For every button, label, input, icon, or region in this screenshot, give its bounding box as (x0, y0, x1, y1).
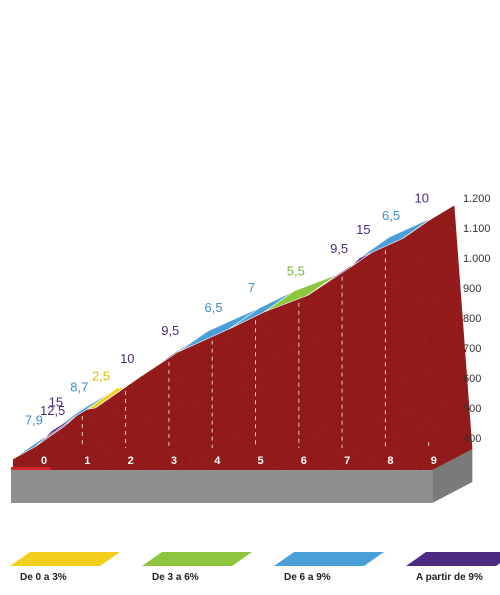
gradient-label: 12,5 (40, 403, 65, 418)
legend: De 0 a 3% De 3 a 6% De 6 a 9% A partir de 9… (0, 548, 500, 595)
legend-item: De 6 a 9% (274, 548, 404, 588)
gradient-label: 10 (120, 351, 134, 366)
distance-markers (81, 250, 430, 448)
legend-item: De 3 a 6% (142, 548, 272, 588)
gradient-label: 6,5 (205, 300, 223, 315)
gradient-label: 10 (415, 191, 429, 206)
elevation-tick: 800 (463, 313, 481, 325)
elevation-tick: 1.200 (463, 193, 491, 205)
distance-tick: 3 (171, 455, 177, 467)
elevation-tick: 400 (463, 433, 481, 445)
legend-swatch (274, 552, 384, 566)
distance-tick: 1 (84, 455, 90, 467)
distance-tick: 9 (431, 455, 437, 467)
distance-tick: 6 (301, 455, 307, 467)
legend-label: De 6 a 9% (284, 572, 331, 583)
elevation-tick: 700 (463, 343, 481, 355)
base-side (432, 449, 473, 503)
gradient-label: 15 (356, 222, 370, 237)
legend-item: De 0 a 3% (10, 548, 140, 588)
elevation-tick: 600 (463, 373, 481, 385)
gradient-label: 7,9 (25, 413, 43, 428)
base-front (11, 470, 433, 503)
gradient-label: 7 (248, 280, 255, 295)
legend-swatch (10, 552, 120, 566)
base-left-block (11, 467, 51, 470)
legend-label: A partir de 9% (416, 572, 483, 583)
gradient-strips (12, 202, 455, 460)
gradient-label: 5,5 (287, 263, 305, 278)
distance-tick: 4 (214, 455, 221, 467)
elevation-tick: 900 (463, 283, 481, 295)
elevation-tick: 1.000 (463, 253, 491, 265)
profile-area (11, 205, 473, 470)
gradient-strip (402, 202, 455, 239)
gradient-label: 6,5 (382, 208, 400, 223)
gradient-label: 2,5 (92, 368, 110, 383)
elevation-tick: 500 (463, 403, 481, 415)
gradient-label: 9,5 (161, 323, 179, 338)
elevation-tick: 1.100 (463, 223, 491, 235)
legend-label: De 3 a 6% (152, 572, 199, 583)
legend-swatch (406, 552, 500, 566)
legend-item: A partir de 9% (406, 548, 500, 588)
distance-tick: 5 (258, 455, 264, 467)
distance-tick: 2 (128, 455, 134, 467)
distance-tick: 7 (344, 455, 350, 467)
distance-tick: 8 (387, 455, 393, 467)
elevation-axis: 400 500 600 700 800 900 1.000 1.100 1.200 (463, 193, 491, 445)
gradient-label: 15 (49, 395, 63, 410)
legend-swatch (142, 552, 252, 566)
profile-fill (13, 205, 473, 470)
gradient-label: 8,7 (70, 380, 88, 395)
distance-axis: 0 1 2 3 4 5 6 7 8 9 (41, 455, 437, 467)
gradient-label: 9,5 (330, 241, 348, 256)
legend-label: De 0 a 3% (20, 572, 67, 583)
distance-tick: 0 (41, 455, 47, 467)
